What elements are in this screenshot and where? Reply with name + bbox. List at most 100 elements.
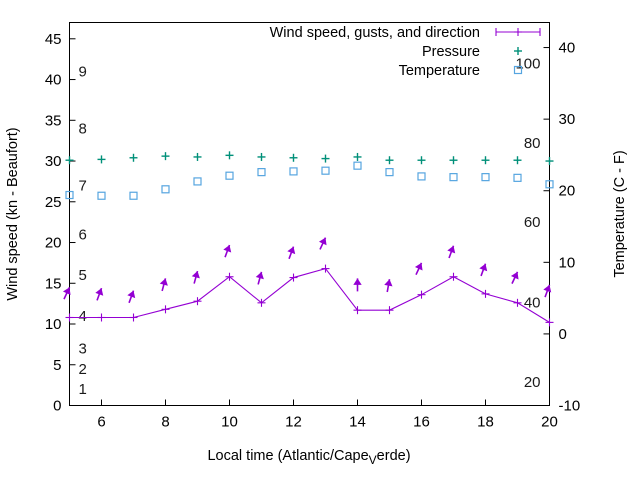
gust-head bbox=[318, 237, 327, 246]
y-tick-label-right: 40 bbox=[559, 40, 576, 57]
gust-arrow bbox=[191, 270, 200, 284]
gust-direction-series bbox=[62, 237, 552, 304]
chart-legend: Wind speed, gusts, and direction Pressure… bbox=[270, 25, 541, 79]
fahrenheit-scale-labels: 20 40 60 80 100 bbox=[515, 55, 540, 391]
gust-head bbox=[62, 287, 71, 296]
wind-speed-line bbox=[69, 267, 550, 323]
gust-arrow bbox=[95, 287, 104, 301]
legend-label: Pressure bbox=[422, 44, 480, 60]
x-tick-label: 6 bbox=[97, 414, 105, 431]
fahrenheit-label: 60 bbox=[524, 214, 541, 231]
x-axis-title-sub: V bbox=[369, 453, 377, 467]
y-tick-label-left: 10 bbox=[45, 316, 62, 333]
gust-arrow bbox=[287, 246, 296, 260]
y-tick-label-left: 30 bbox=[45, 153, 62, 170]
left-axis-ticks: 0 5 10 15 20 25 30 35 40 45 bbox=[45, 31, 76, 415]
y-tick-label-left: 5 bbox=[53, 357, 61, 374]
y-tick-label-left: 35 bbox=[45, 112, 62, 129]
x-tick-label: 8 bbox=[161, 414, 169, 431]
y-axis-left-title: Wind speed (kn - Beaufort) bbox=[5, 127, 21, 300]
temperature-marker bbox=[385, 168, 394, 177]
y-tick-label-right: 10 bbox=[559, 254, 576, 271]
gust-head bbox=[255, 271, 264, 280]
y-tick-label-right: 20 bbox=[559, 183, 576, 200]
temperature-marker bbox=[513, 173, 522, 182]
temperature-marker bbox=[481, 173, 490, 182]
gust-arrow bbox=[447, 245, 456, 259]
y-tick-label-right: 0 bbox=[559, 326, 567, 343]
temperature-marker bbox=[97, 191, 106, 200]
gust-head bbox=[223, 244, 232, 253]
temperature-marker bbox=[257, 168, 266, 177]
x-tick-label: 20 bbox=[541, 414, 558, 431]
y-tick-label-left: 0 bbox=[53, 398, 61, 415]
wind-speed-series bbox=[65, 264, 554, 327]
fahrenheit-label: 80 bbox=[524, 135, 541, 152]
pressure-series bbox=[65, 151, 554, 166]
gust-head bbox=[384, 279, 393, 287]
x-axis-title: Local time (Atlantic/CapeVerde) bbox=[207, 448, 410, 467]
beaufort-label: 2 bbox=[79, 361, 87, 378]
gust-head bbox=[159, 278, 168, 286]
x-axis-title-pre: Local time (Atlantic/Cape bbox=[207, 448, 368, 464]
x-tick-label: 14 bbox=[349, 414, 366, 431]
x-axis-ticks: 6 8 10 12 14 16 18 20 bbox=[97, 399, 558, 431]
legend-marker bbox=[513, 65, 523, 75]
gust-arrow bbox=[353, 278, 362, 292]
temperature-marker bbox=[289, 167, 298, 176]
fahrenheit-label: 40 bbox=[524, 294, 541, 311]
beaufort-label: 7 bbox=[79, 177, 87, 194]
x-tick-label: 10 bbox=[221, 414, 238, 431]
y-axis-right-title: Temperature (C - F) bbox=[612, 150, 628, 277]
fahrenheit-label: 100 bbox=[515, 55, 540, 72]
y-tick-label-right: 30 bbox=[559, 111, 576, 128]
x-tick-label: 16 bbox=[413, 414, 430, 431]
gust-arrow bbox=[62, 287, 71, 300]
gust-head bbox=[543, 284, 552, 293]
temperature-marker bbox=[65, 190, 74, 200]
temperature-marker bbox=[225, 171, 234, 180]
gust-arrow bbox=[127, 290, 136, 304]
gust-head bbox=[287, 246, 296, 255]
temperature-marker bbox=[129, 191, 138, 200]
gust-arrow bbox=[479, 263, 488, 277]
gust-head bbox=[510, 271, 519, 280]
gust-arrow bbox=[223, 244, 232, 258]
gust-arrow bbox=[543, 284, 552, 298]
gust-head bbox=[353, 278, 362, 285]
gust-arrow bbox=[384, 279, 393, 293]
beaufort-label: 6 bbox=[79, 226, 87, 243]
beaufort-label: 8 bbox=[79, 120, 87, 137]
gust-head bbox=[414, 262, 423, 271]
gust-head bbox=[127, 290, 136, 299]
fahrenheit-label: 20 bbox=[524, 374, 541, 391]
y-tick-label-left: 40 bbox=[45, 72, 62, 89]
gust-arrow bbox=[318, 237, 327, 250]
y-tick-label-left: 20 bbox=[45, 235, 62, 252]
gust-arrow bbox=[255, 271, 264, 285]
beaufort-label: 9 bbox=[79, 63, 87, 80]
y-tick-label-left: 25 bbox=[45, 194, 62, 211]
temperature-marker bbox=[161, 185, 170, 194]
temperature-marker bbox=[545, 180, 554, 189]
beaufort-scale-labels: 1 2 3 4 5 6 7 8 9 bbox=[79, 63, 87, 398]
plot-frame bbox=[69, 22, 550, 406]
y-tick-label-left: 45 bbox=[45, 31, 62, 48]
temperature-marker bbox=[353, 161, 362, 170]
legend-label: Temperature bbox=[399, 63, 480, 79]
gust-arrow bbox=[159, 278, 168, 292]
temperature-series bbox=[65, 161, 554, 200]
x-axis-title-post: erde) bbox=[377, 448, 411, 464]
beaufort-label: 5 bbox=[79, 267, 87, 284]
gust-head bbox=[95, 288, 104, 296]
beaufort-label: 4 bbox=[79, 308, 87, 325]
temperature-marker bbox=[417, 172, 426, 181]
temperature-marker bbox=[449, 173, 458, 182]
gust-head bbox=[479, 263, 488, 272]
right-axis-ticks: -10 0 10 20 30 40 bbox=[543, 40, 580, 415]
gust-head bbox=[447, 245, 456, 254]
beaufort-label: 1 bbox=[79, 381, 87, 398]
